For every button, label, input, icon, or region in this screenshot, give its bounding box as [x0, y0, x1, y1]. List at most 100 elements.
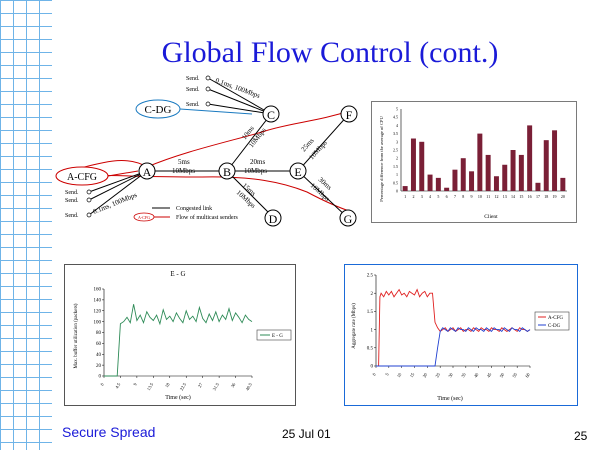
bar-chart-cpu-difference: 00.511.522.533.544.55 1 2 3 4 5 6 7 8 9 10 11 12 13 1… [371, 101, 577, 223]
link-label-left: 0.1ms, 100Mbps [92, 191, 139, 216]
bar [543, 140, 549, 191]
senders-left: Send. Send. Send. [65, 189, 92, 219]
node-c: C [262, 105, 280, 123]
svg-text:Send.: Send. [65, 213, 79, 219]
bar-x-tick-label: 13 [503, 194, 507, 199]
node-a: A [138, 162, 156, 180]
bar-y-tick-label: 2 [396, 156, 398, 161]
node-b: B [218, 162, 236, 180]
x-tick-label: 10 [396, 371, 403, 378]
node-g: G [339, 209, 357, 227]
y-tick-label: 100 [94, 320, 102, 325]
svg-text:A: A [143, 165, 152, 179]
bar [527, 125, 533, 191]
diagram-legend: Congested link A-CFG Flow of multicast s… [133, 206, 238, 222]
x-tick-label: 25 [434, 371, 441, 378]
bar-x-tick-label: 12 [494, 194, 498, 199]
x-tick-label: 9 [132, 381, 138, 386]
link-label-top: 0.1ms, 100Mbps [214, 76, 261, 100]
bar-x-tick-label: 11 [486, 194, 490, 199]
svg-text:B: B [223, 165, 231, 179]
bar [460, 158, 466, 191]
link-label-be-2: 10Mbps [244, 167, 267, 175]
decorative-grid-strip [0, 0, 52, 450]
bar [435, 177, 441, 191]
bar [510, 150, 516, 191]
bar-y-tick-label: 4.5 [393, 115, 398, 120]
svg-text:C: C [267, 108, 275, 122]
bar-x-tick-label: 17 [536, 194, 540, 199]
x-tick-label: 50 [499, 371, 506, 378]
eg-chart-legend: E - G [256, 329, 292, 341]
svg-text:Send.: Send. [186, 102, 200, 108]
footer-date: 25 Jul 01 [282, 427, 331, 441]
bar [560, 177, 566, 191]
x-tick-label: 4.5 [114, 381, 122, 389]
x-tick-label: 15 [409, 371, 416, 378]
eg-chart-title: E - G [170, 270, 185, 278]
group-a-cfg: A-CFG [67, 172, 97, 183]
x-tick-label: 0 [99, 381, 105, 386]
node-f: F [340, 105, 358, 123]
x-tick-label: 20 [422, 371, 429, 378]
eg-chart-xlabel: Time (sec) [165, 394, 191, 401]
bar-x-tick-label: 20 [561, 194, 565, 199]
y-tick-label: 2 [371, 292, 374, 297]
bar [452, 169, 458, 191]
y-tick-label: 0 [99, 375, 102, 380]
bar [419, 141, 425, 191]
svg-text:Send.: Send. [186, 87, 200, 93]
x-tick-label: 22.5 [179, 381, 188, 391]
y-tick-label: 0.5 [367, 347, 374, 352]
bar [427, 174, 433, 191]
bar-y-tick-label: 1.5 [393, 164, 398, 169]
bar-x-tick-label: 19 [553, 194, 557, 199]
bar-x-tick-label: 18 [544, 194, 548, 199]
bar-x-tick-label: 4 [429, 194, 431, 199]
bar [444, 187, 450, 191]
rate-chart-legend: A-CFG C-DG [534, 311, 570, 331]
svg-text:G: G [344, 212, 353, 226]
bar-x-tick-label: 7 [454, 194, 456, 199]
x-tick-label: 45 [486, 371, 493, 378]
x-tick-label: 0 [371, 371, 377, 376]
x-tick-label: 18 [164, 381, 171, 388]
svg-text:E: E [294, 165, 301, 179]
rate-chart-xlabel: Time (sec) [437, 395, 463, 402]
y-tick-label: 80 [96, 331, 102, 336]
svg-text:C-DG: C-DG [548, 324, 561, 329]
bar-y-tick-label: 1 [396, 172, 398, 177]
bar-x-tick-label: 9 [471, 194, 473, 199]
x-tick-label: 30 [447, 371, 454, 378]
y-tick-label: 1.5 [367, 310, 374, 315]
node-e: E [289, 162, 307, 180]
bar-x-tick-label: 15 [519, 194, 523, 199]
bar-x-tick-label: 2 [412, 194, 414, 199]
bar-y-tick-label: 5 [396, 107, 398, 112]
bar [410, 138, 416, 191]
flow-curve-upper [61, 109, 353, 173]
chart-e-g-buffer: E - G 0 20 40 60 80 100 120 140 160 0 4.5 9 13.5 18 2… [64, 264, 296, 406]
eg-chart-ylabel: Max. buffer utilization (packets) [74, 303, 79, 368]
legend-flow-senders: Flow of multicast senders [176, 214, 238, 221]
bar-x-tick-label: 14 [511, 194, 515, 199]
bar-chart-ylabel: Percentage difference from the average o… [379, 116, 384, 202]
x-tick-label: 36 [230, 381, 237, 388]
bar-x-tick-label: 10 [478, 194, 482, 199]
svg-text:A-CFG: A-CFG [548, 316, 563, 321]
bar [552, 130, 558, 191]
y-tick-label: 40 [96, 353, 102, 358]
x-tick-label: 13.5 [146, 381, 155, 391]
x-tick-label: 5 [384, 371, 390, 376]
rate-chart-ylabel: Aggregate rate (Mbps) [352, 303, 357, 349]
y-tick-label: 160 [94, 288, 102, 293]
y-tick-label: 2.5 [367, 274, 374, 279]
bar-x-tick-label: 5 [437, 194, 439, 199]
x-tick-label: 27 [197, 381, 204, 388]
chart-aggregate-rate: 0 0.5 1 1.5 2 2.5 0 5 10 15 20 25 30 35 40 45 50 55 60 Ag… [344, 264, 578, 406]
svg-text:Send.: Send. [65, 198, 79, 204]
bar [493, 176, 499, 191]
bar [502, 164, 508, 191]
group-c-dg: C-DG [145, 104, 172, 116]
node-d: D [264, 209, 282, 227]
